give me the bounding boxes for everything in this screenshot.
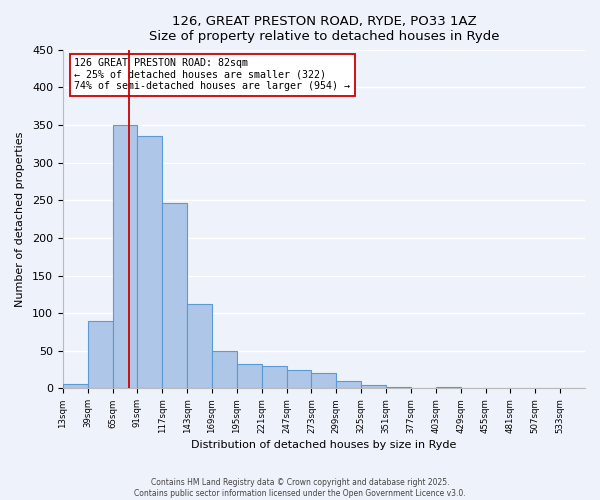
- Bar: [212, 351, 237, 389]
- Bar: [311, 374, 337, 388]
- X-axis label: Distribution of detached houses by size in Ryde: Distribution of detached houses by size …: [191, 440, 457, 450]
- Bar: [262, 366, 287, 388]
- Bar: [237, 364, 262, 388]
- Bar: [436, 387, 461, 388]
- Bar: [88, 320, 113, 388]
- Bar: [187, 304, 212, 388]
- Text: Contains HM Land Registry data © Crown copyright and database right 2025.
Contai: Contains HM Land Registry data © Crown c…: [134, 478, 466, 498]
- Bar: [361, 384, 386, 388]
- Bar: [287, 370, 311, 388]
- Title: 126, GREAT PRESTON ROAD, RYDE, PO33 1AZ
Size of property relative to detached ho: 126, GREAT PRESTON ROAD, RYDE, PO33 1AZ …: [149, 15, 499, 43]
- Bar: [137, 136, 162, 388]
- Bar: [337, 381, 361, 388]
- Text: 126 GREAT PRESTON ROAD: 82sqm
← 25% of detached houses are smaller (322)
74% of : 126 GREAT PRESTON ROAD: 82sqm ← 25% of d…: [74, 58, 350, 92]
- Y-axis label: Number of detached properties: Number of detached properties: [15, 132, 25, 307]
- Bar: [386, 387, 411, 388]
- Bar: [113, 125, 137, 388]
- Bar: [63, 384, 88, 388]
- Bar: [162, 202, 187, 388]
